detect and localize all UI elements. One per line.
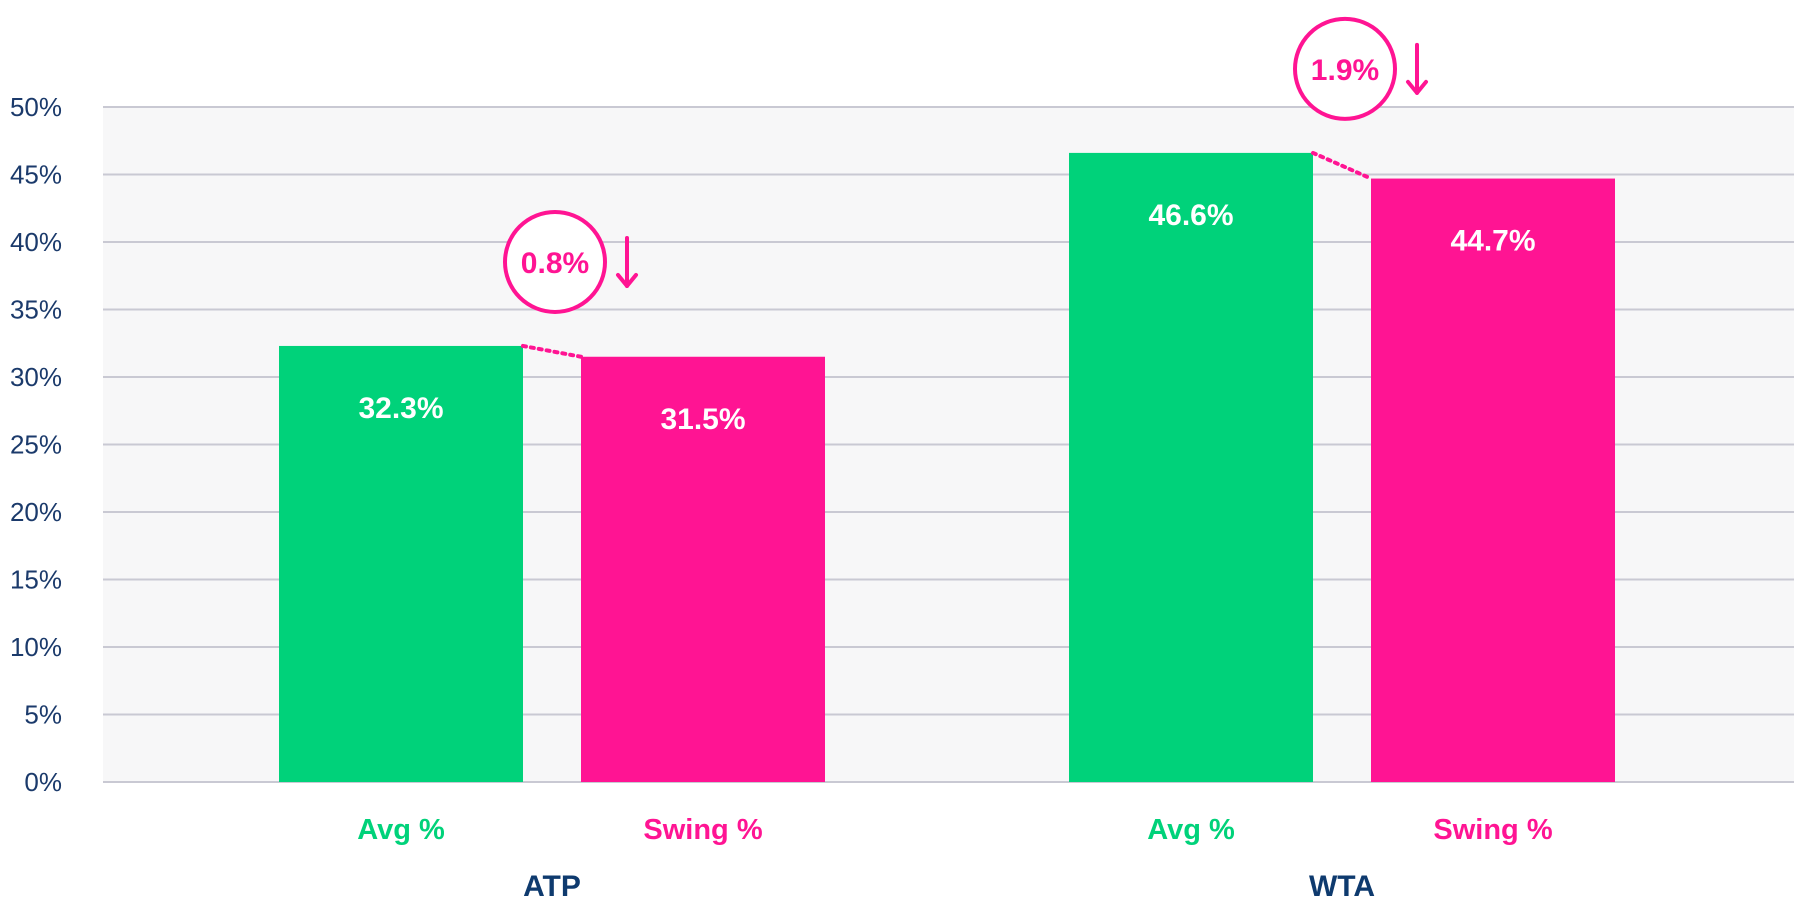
category-series-label: Swing % bbox=[643, 814, 762, 846]
y-tick-label: 35% bbox=[10, 295, 62, 325]
y-tick-label: 40% bbox=[10, 227, 62, 257]
y-tick-label: 5% bbox=[24, 700, 62, 730]
bar-value-label: 46.6% bbox=[1148, 199, 1233, 232]
y-tick-label: 10% bbox=[10, 632, 62, 662]
down-arrow-icon bbox=[1406, 42, 1428, 95]
group-label: ATP bbox=[523, 870, 581, 903]
y-tick-label: 15% bbox=[10, 565, 62, 595]
change-label: 1.9% bbox=[1311, 54, 1379, 87]
bar-atp-swing bbox=[581, 356, 825, 782]
category-series-label: Swing % bbox=[1433, 814, 1552, 846]
down-arrow-head bbox=[616, 272, 638, 288]
change-badge bbox=[503, 209, 607, 314]
bar-value-label: 31.5% bbox=[660, 403, 745, 436]
category-series-label: Avg % bbox=[1147, 814, 1235, 846]
group-label: WTA bbox=[1309, 870, 1375, 903]
category-series-label: Avg % bbox=[357, 814, 445, 846]
y-tick-label: 0% bbox=[24, 767, 62, 797]
y-tick-label: 25% bbox=[10, 430, 62, 460]
change-badge bbox=[1293, 16, 1397, 121]
change-connector bbox=[1311, 150, 1373, 181]
change-label: 0.8% bbox=[521, 247, 589, 280]
down-arrow-icon bbox=[616, 235, 638, 288]
y-tick-label: 45% bbox=[10, 160, 62, 190]
bar-value-label: 32.3% bbox=[358, 392, 443, 425]
y-tick-label: 50% bbox=[10, 92, 62, 122]
down-arrow-head bbox=[1406, 79, 1428, 95]
bar-wta-avg bbox=[1069, 152, 1313, 782]
y-tick-label: 20% bbox=[10, 497, 62, 527]
bar-wta-swing bbox=[1371, 178, 1615, 783]
change-connector bbox=[521, 343, 583, 359]
bar-value-label: 44.7% bbox=[1450, 225, 1535, 258]
y-tick-label: 30% bbox=[10, 362, 62, 392]
bar-atp-avg bbox=[279, 345, 523, 782]
